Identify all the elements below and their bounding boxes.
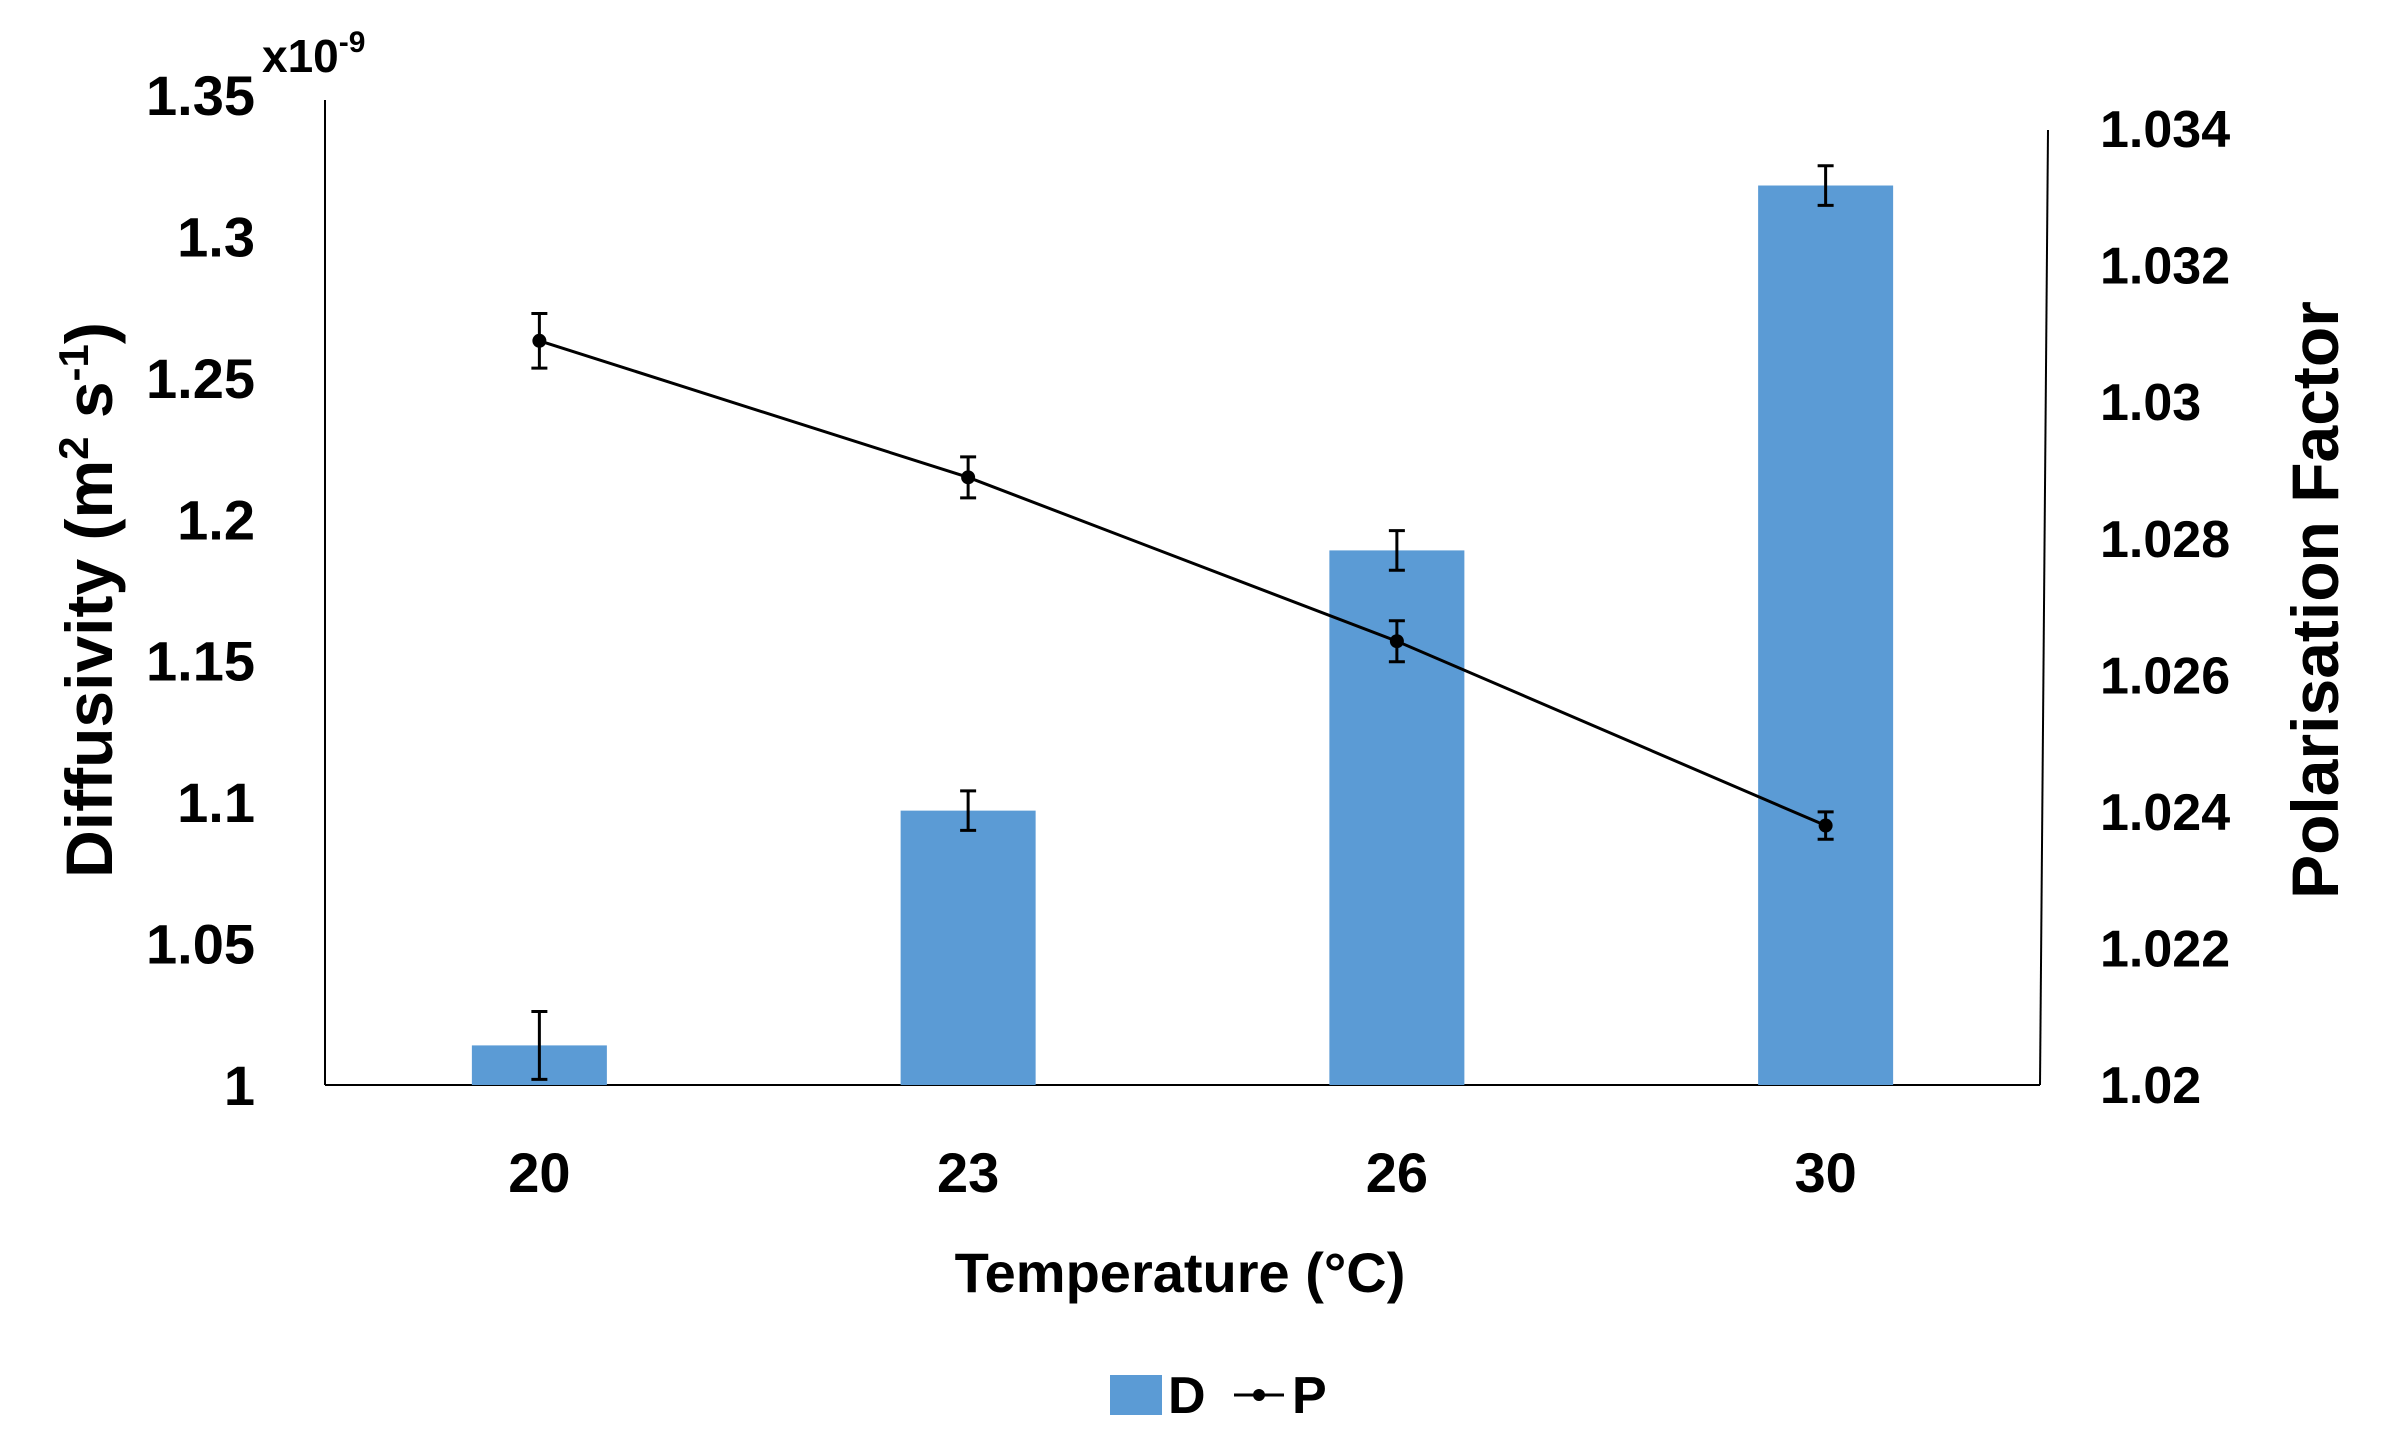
y-tick-left-label: 1.1 [177, 771, 255, 834]
y-tick-left-label: 1.2 [177, 488, 255, 551]
y-tick-right-label: 1.02 [2100, 1057, 2201, 1115]
y-tick-right-label: 1.028 [2100, 511, 2230, 569]
x-tick-label: 23 [937, 1141, 999, 1204]
line-p [538, 339, 1827, 827]
y-tick-left-label: 1 [224, 1054, 255, 1117]
y-tick-left-label: 1.3 [177, 205, 255, 268]
point-p [1389, 634, 1404, 649]
y-axis-right-line [2039, 129, 2049, 1086]
legend-label-p: P [1292, 1367, 1327, 1425]
legend-marker-p [1253, 1389, 1265, 1401]
y-tick-left-label: 1.35 [146, 64, 255, 127]
left-axis-multiplier: x10-9 [262, 26, 365, 82]
y-tick-left-label: 1.25 [146, 347, 255, 410]
y-tick-left-label: 1.15 [146, 630, 255, 693]
legend-swatch-d [1110, 1375, 1162, 1415]
x-axis-title: Temperature (°C) [955, 1241, 1406, 1304]
x-tick-label: 30 [1794, 1141, 1856, 1204]
y-axis-title-left: Diffusivity (m2 s-1) [50, 322, 126, 878]
y-tick-right-label: 1.034 [2100, 101, 2230, 159]
y-tick-right-label: 1.026 [2100, 647, 2230, 705]
y-tick-right-label: 1.022 [2100, 920, 2230, 978]
y-tick-right-label: 1.024 [2100, 784, 2230, 842]
legend-label-d: D [1168, 1367, 1206, 1425]
y-tick-left-label: 1.05 [146, 913, 255, 976]
point-p [1818, 818, 1833, 833]
bar-d [1758, 185, 1894, 1085]
bar-d [900, 810, 1036, 1085]
point-p [532, 333, 547, 348]
plot-area: 1 1.05 1.1 1.15 1.2 1.25 1.3 1.35 1.02 1.022 1.024… [146, 64, 2230, 1204]
legend: D P [1110, 1367, 1327, 1425]
point-p [961, 470, 976, 485]
y-tick-right-label: 1.032 [2100, 238, 2230, 296]
x-tick-label: 26 [1366, 1141, 1428, 1204]
x-tick-label: 20 [508, 1141, 570, 1204]
y-tick-right-label: 1.03 [2100, 374, 2201, 432]
y-axis-title-right: Polarisation Factor [2278, 301, 2352, 899]
